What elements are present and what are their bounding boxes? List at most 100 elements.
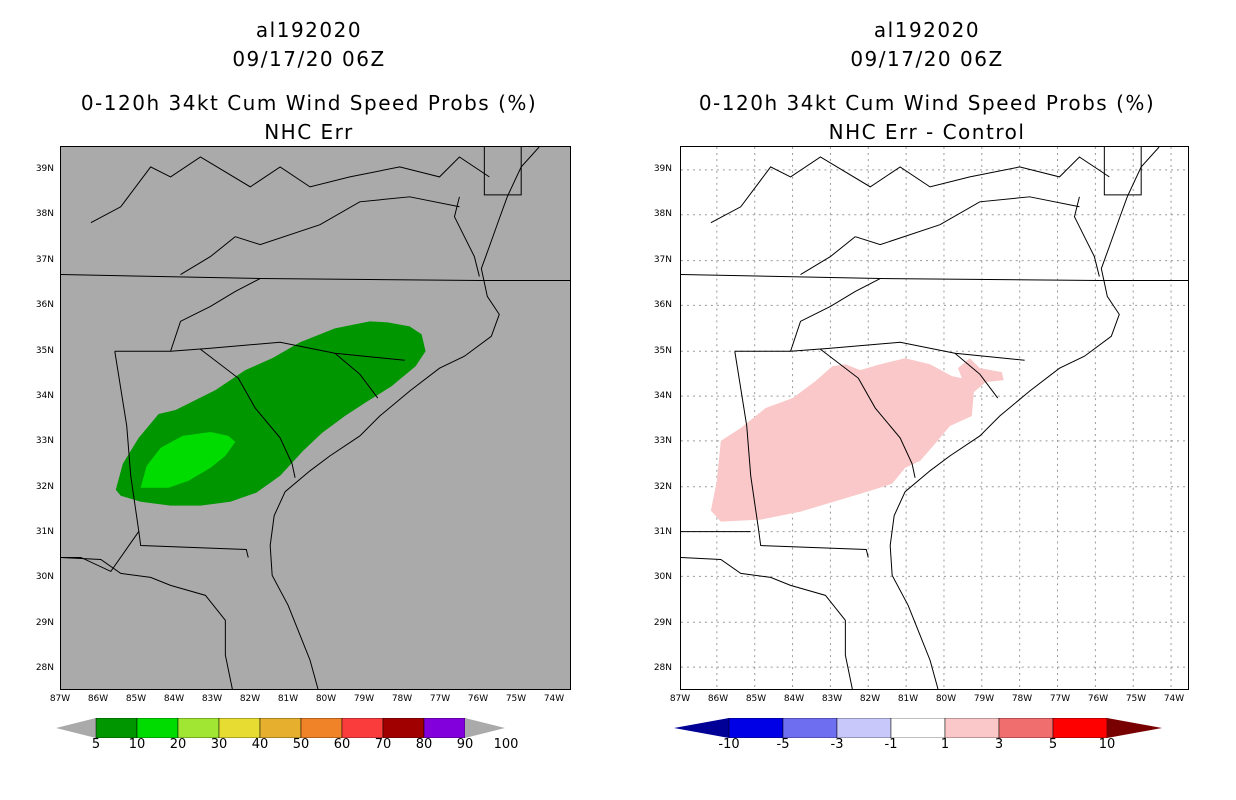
subtitle: NHC Err [264, 120, 354, 144]
colorbar-swatch [95, 718, 138, 738]
colorbar-swatch [728, 718, 784, 738]
coastline [61, 147, 540, 689]
storm-id-title: al192020 [873, 18, 981, 42]
colorbar [56, 718, 505, 738]
lon-label: 79W [973, 694, 995, 704]
lon-label: 80W [935, 694, 957, 704]
colorbar-label: 70 [374, 737, 392, 752]
colorbar [674, 718, 1162, 738]
colorbar-label: 5 [1048, 737, 1058, 752]
colorbar-swatch [1052, 718, 1108, 738]
map-area [680, 146, 1189, 690]
colorbar-swatch [259, 718, 302, 738]
lon-label: 74W [1163, 694, 1185, 704]
lat-label: 29N [653, 618, 672, 628]
colorbar-label: 90 [456, 737, 474, 752]
lon-label: 82W [239, 694, 261, 704]
colorbar-swatch [218, 718, 261, 738]
lon-label: 76W [1087, 694, 1109, 704]
colorbar-swatch [300, 718, 343, 738]
colorbar-label: 10 [1098, 737, 1116, 752]
colorbar-label: 40 [251, 737, 269, 752]
lon-label: 86W [707, 694, 729, 704]
lat-label: 36N [35, 300, 54, 310]
prob-shade-10-20 [140, 431, 236, 488]
state-borders [681, 147, 1188, 558]
lon-label: 75W [505, 694, 527, 704]
lon-label: 85W [125, 694, 147, 704]
colorbar-label: 30 [210, 737, 228, 752]
colorbar-start-cap [56, 718, 96, 738]
diff-shade-1-3 [710, 358, 1004, 522]
colorbar-swatch [944, 718, 1000, 738]
lat-label: 33N [35, 436, 54, 446]
lon-label: 84W [783, 694, 805, 704]
colorbar-label: -10 [718, 737, 740, 752]
lon-label: 87W [49, 694, 71, 704]
lat-label: 39N [35, 164, 54, 174]
lon-label: 76W [467, 694, 489, 704]
colorbar-swatch [998, 718, 1054, 738]
lat-label: 38N [35, 209, 54, 219]
lat-label: 37N [653, 255, 672, 265]
lat-label: 33N [653, 436, 672, 446]
date-title: 09/17/20 06Z [850, 47, 1004, 71]
lat-label: 30N [653, 572, 672, 582]
colorbar-swatch [136, 718, 179, 738]
lat-label: 28N [35, 663, 54, 673]
lat-label: 34N [35, 391, 54, 401]
colorbar-swatch [782, 718, 838, 738]
lat-label: 36N [653, 300, 672, 310]
lon-label: 81W [277, 694, 299, 704]
lon-label: 77W [429, 694, 451, 704]
lat-label: 31N [653, 527, 672, 537]
product-title: 0-120h 34kt Cum Wind Speed Probs (%) [698, 91, 1156, 115]
colorbar-swatch [836, 718, 892, 738]
map-area [60, 146, 571, 690]
lon-label: 83W [821, 694, 843, 704]
lon-label: 79W [353, 694, 375, 704]
colorbar-label: 5 [91, 737, 101, 752]
right-panel: al192020 09/17/20 06Z 0-120h 34kt Cum Wi… [618, 0, 1236, 800]
colorbar-label: -3 [830, 737, 844, 752]
colorbar-start-cap [674, 718, 729, 738]
lon-label: 83W [201, 694, 223, 704]
lat-label: 28N [653, 663, 672, 673]
lat-label: 32N [653, 482, 672, 492]
lat-label: 37N [35, 255, 54, 265]
lat-label: 35N [653, 346, 672, 356]
lon-label: 77W [1049, 694, 1071, 704]
lat-label: 32N [35, 482, 54, 492]
lat-label: 34N [653, 391, 672, 401]
lon-label: 74W [543, 694, 565, 704]
colorbar-label: -1 [884, 737, 898, 752]
colorbar-label: 10 [128, 737, 146, 752]
colorbar-label: 100 [493, 737, 519, 752]
colorbar-end-cap [465, 718, 505, 738]
lon-label: 80W [315, 694, 337, 704]
colorbar-label: 50 [292, 737, 310, 752]
lon-label: 82W [859, 694, 881, 704]
colorbar-swatch [341, 718, 384, 738]
lat-label: 31N [35, 527, 54, 537]
subtitle: NHC Err - Control [828, 120, 1026, 144]
lon-label: 75W [1125, 694, 1147, 704]
colorbar-label: 80 [415, 737, 433, 752]
map-svg [61, 147, 570, 689]
colorbar-label: 1 [940, 737, 950, 752]
lat-label: 35N [35, 346, 54, 356]
colorbar-swatch [382, 718, 425, 738]
state-borders [61, 147, 570, 573]
lon-label: 81W [897, 694, 919, 704]
lon-label: 84W [163, 694, 185, 704]
lat-label: 30N [35, 572, 54, 582]
lat-label: 39N [653, 164, 672, 174]
lat-label: 38N [653, 209, 672, 219]
lon-label: 78W [391, 694, 413, 704]
colorbar-label: 60 [333, 737, 351, 752]
colorbar-swatch [177, 718, 220, 738]
colorbar-end-cap [1107, 718, 1162, 738]
colorbar-label: 20 [169, 737, 187, 752]
colorbar-label: -5 [776, 737, 790, 752]
storm-id-title: al192020 [255, 18, 363, 42]
